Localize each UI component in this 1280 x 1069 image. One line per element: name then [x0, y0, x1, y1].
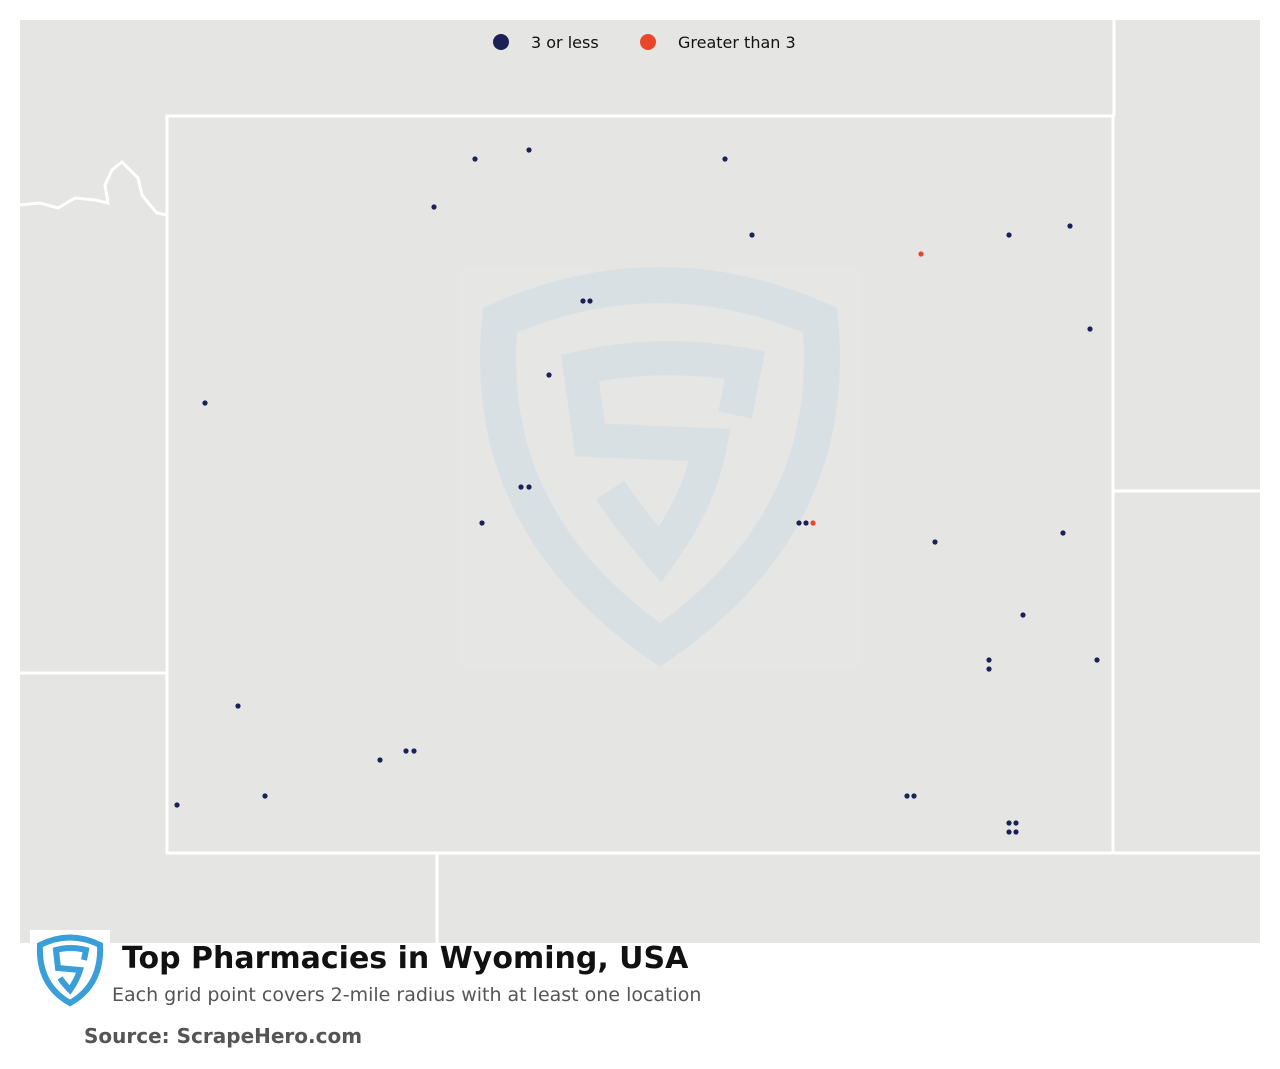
location-dot: [1013, 820, 1019, 826]
location-dot: [1060, 530, 1066, 536]
location-dot: [472, 156, 478, 162]
location-dot: [526, 147, 532, 153]
location-dot: [377, 757, 383, 763]
location-dot: [262, 793, 268, 799]
location-dot: [722, 156, 728, 162]
location-dot: [1087, 326, 1093, 332]
location-dot: [918, 251, 924, 257]
location-dot: [803, 520, 809, 526]
location-dot: [518, 484, 524, 490]
location-dot: [986, 657, 992, 663]
location-dot: [587, 298, 593, 304]
location-dot: [796, 520, 802, 526]
source: Source: ScrapeHero.com: [84, 1024, 362, 1048]
watermark: [460, 267, 860, 668]
legend-swatch: [493, 34, 509, 50]
location-dot: [1006, 232, 1012, 238]
location-dot: [911, 793, 917, 799]
location-dot: [932, 539, 938, 545]
location-dot: [904, 793, 910, 799]
location-dot: [403, 748, 409, 754]
location-dot: [1013, 829, 1019, 835]
location-dot: [202, 400, 208, 406]
location-dot: [526, 484, 532, 490]
state-borders: [19, 20, 1260, 943]
legend-label: 3 or less: [531, 33, 599, 52]
location-dot: [1067, 223, 1073, 229]
location-dot: [1006, 820, 1012, 826]
dots: [174, 147, 1100, 835]
location-dot: [479, 520, 485, 526]
location-dot: [1020, 612, 1026, 618]
logo: [30, 930, 110, 1010]
legend: 3 or less Greater than 3: [493, 33, 796, 52]
location-dot: [986, 666, 992, 672]
location-dot: [546, 372, 552, 378]
location-dot: [749, 232, 755, 238]
location-dot: [411, 748, 417, 754]
legend-label: Greater than 3: [678, 33, 796, 52]
location-dot: [1006, 829, 1012, 835]
legend-swatch: [640, 34, 656, 50]
location-dot: [431, 204, 437, 210]
location-dot: [174, 802, 180, 808]
location-dot: [810, 520, 816, 526]
location-dot: [1094, 657, 1100, 663]
subtitle: Each grid point covers 2-mile radius wit…: [112, 984, 701, 1006]
title: Top Pharmacies in Wyoming, USA: [122, 941, 689, 976]
location-dot: [580, 298, 586, 304]
location-dot: [235, 703, 241, 709]
